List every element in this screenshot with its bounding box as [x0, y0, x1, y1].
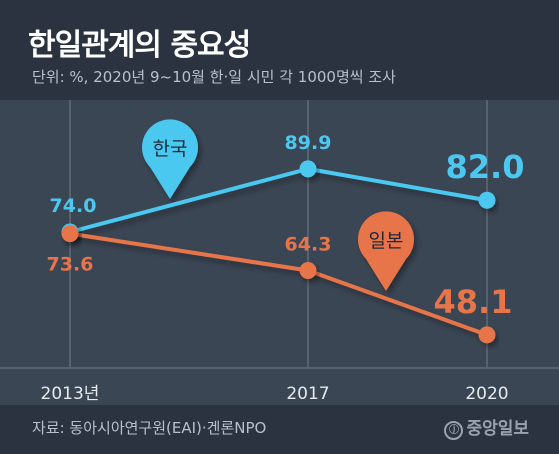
data-label: 89.9: [285, 132, 332, 154]
data-label: 48.1: [434, 283, 513, 321]
data-label: 64.3: [285, 234, 332, 256]
chart-title: 한일관계의 중요성: [28, 28, 251, 63]
data-labels: 74.0 89.9 82.0 73.6 64.3 48.1: [47, 132, 525, 321]
data-label: 73.6: [47, 254, 94, 276]
legend-label: 일본: [369, 230, 404, 252]
footer-band: [0, 405, 559, 454]
gridlines: [0, 100, 559, 369]
data-points: [61, 160, 496, 344]
source-note: 자료: 동아시아연구원(EAI)·겐론NPO: [32, 419, 267, 437]
data-label: 82.0: [446, 148, 525, 186]
x-axis-ticks: 2013년 2017 2020: [41, 384, 509, 404]
x-tick-label: 2020: [465, 384, 508, 404]
data-point: [61, 225, 79, 243]
logo-text: 중앙일보: [466, 419, 529, 439]
x-tick-label: 2017: [286, 384, 329, 404]
data-point: [478, 191, 496, 209]
legend-bubble: [142, 119, 198, 199]
series-lines: [69, 166, 488, 337]
data-point: [478, 326, 496, 344]
data-point: [299, 160, 317, 178]
publisher-logo: ⓙ 중앙일보: [444, 414, 529, 440]
series-line-0: [69, 166, 488, 234]
header-band: [0, 0, 559, 100]
legend-label: 한국: [153, 138, 188, 160]
data-point: [299, 262, 317, 280]
chart-subtitle: 단위: %, 2020년 9~10월 한·일 시민 각 1000명씩 조사: [32, 68, 396, 86]
x-tick-label: 2013년: [41, 384, 100, 404]
legend-bubble: [358, 211, 415, 291]
data-label: 74.0: [50, 195, 97, 217]
series-line-1: [69, 231, 488, 337]
logo-icon: ⓙ: [444, 421, 464, 440]
